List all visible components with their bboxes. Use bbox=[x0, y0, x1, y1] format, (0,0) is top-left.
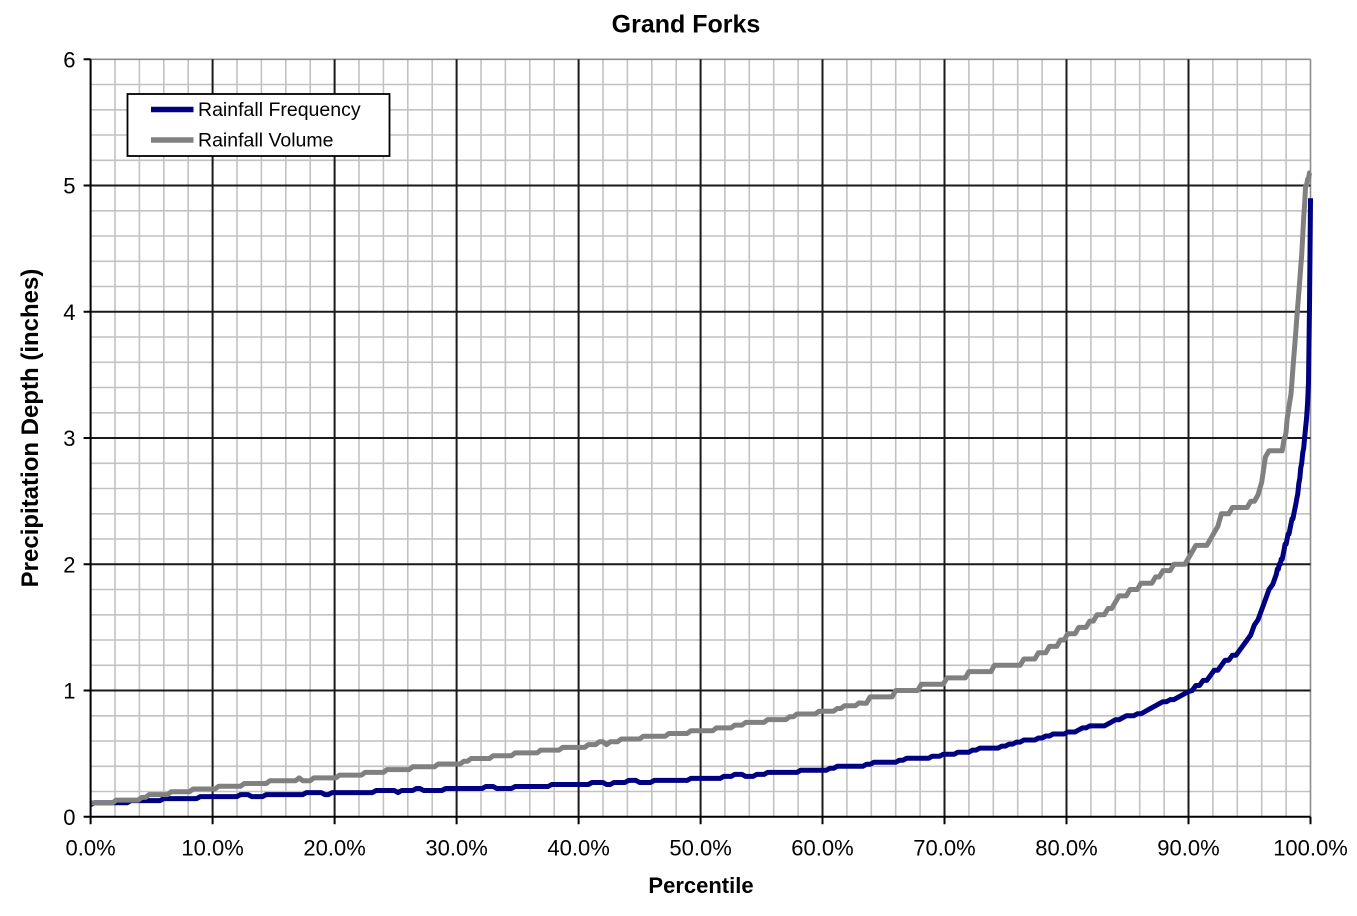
svg-text:20.0%: 20.0% bbox=[303, 836, 365, 861]
svg-text:5: 5 bbox=[63, 174, 75, 199]
svg-text:6: 6 bbox=[63, 47, 75, 72]
svg-text:30.0%: 30.0% bbox=[425, 836, 487, 861]
svg-text:70.0%: 70.0% bbox=[913, 836, 975, 861]
svg-text:100.0%: 100.0% bbox=[1273, 836, 1348, 861]
svg-text:10.0%: 10.0% bbox=[181, 836, 243, 861]
svg-text:3: 3 bbox=[63, 426, 75, 451]
svg-text:80.0%: 80.0% bbox=[1035, 836, 1097, 861]
svg-text:Percentile: Percentile bbox=[648, 873, 753, 898]
svg-text:40.0%: 40.0% bbox=[547, 836, 609, 861]
svg-text:90.0%: 90.0% bbox=[1157, 836, 1219, 861]
svg-text:60.0%: 60.0% bbox=[791, 836, 853, 861]
svg-text:Grand Forks: Grand Forks bbox=[612, 11, 761, 39]
svg-text:4: 4 bbox=[63, 300, 75, 325]
svg-text:Precipitation Depth (inches): Precipitation Depth (inches) bbox=[17, 269, 44, 588]
svg-text:50.0%: 50.0% bbox=[669, 836, 731, 861]
svg-text:2: 2 bbox=[63, 552, 75, 577]
svg-text:0: 0 bbox=[63, 805, 75, 830]
svg-text:Rainfall Frequency: Rainfall Frequency bbox=[198, 99, 361, 121]
svg-text:0.0%: 0.0% bbox=[66, 836, 116, 861]
svg-text:Rainfall Volume: Rainfall Volume bbox=[198, 130, 334, 152]
svg-text:1: 1 bbox=[63, 679, 75, 704]
